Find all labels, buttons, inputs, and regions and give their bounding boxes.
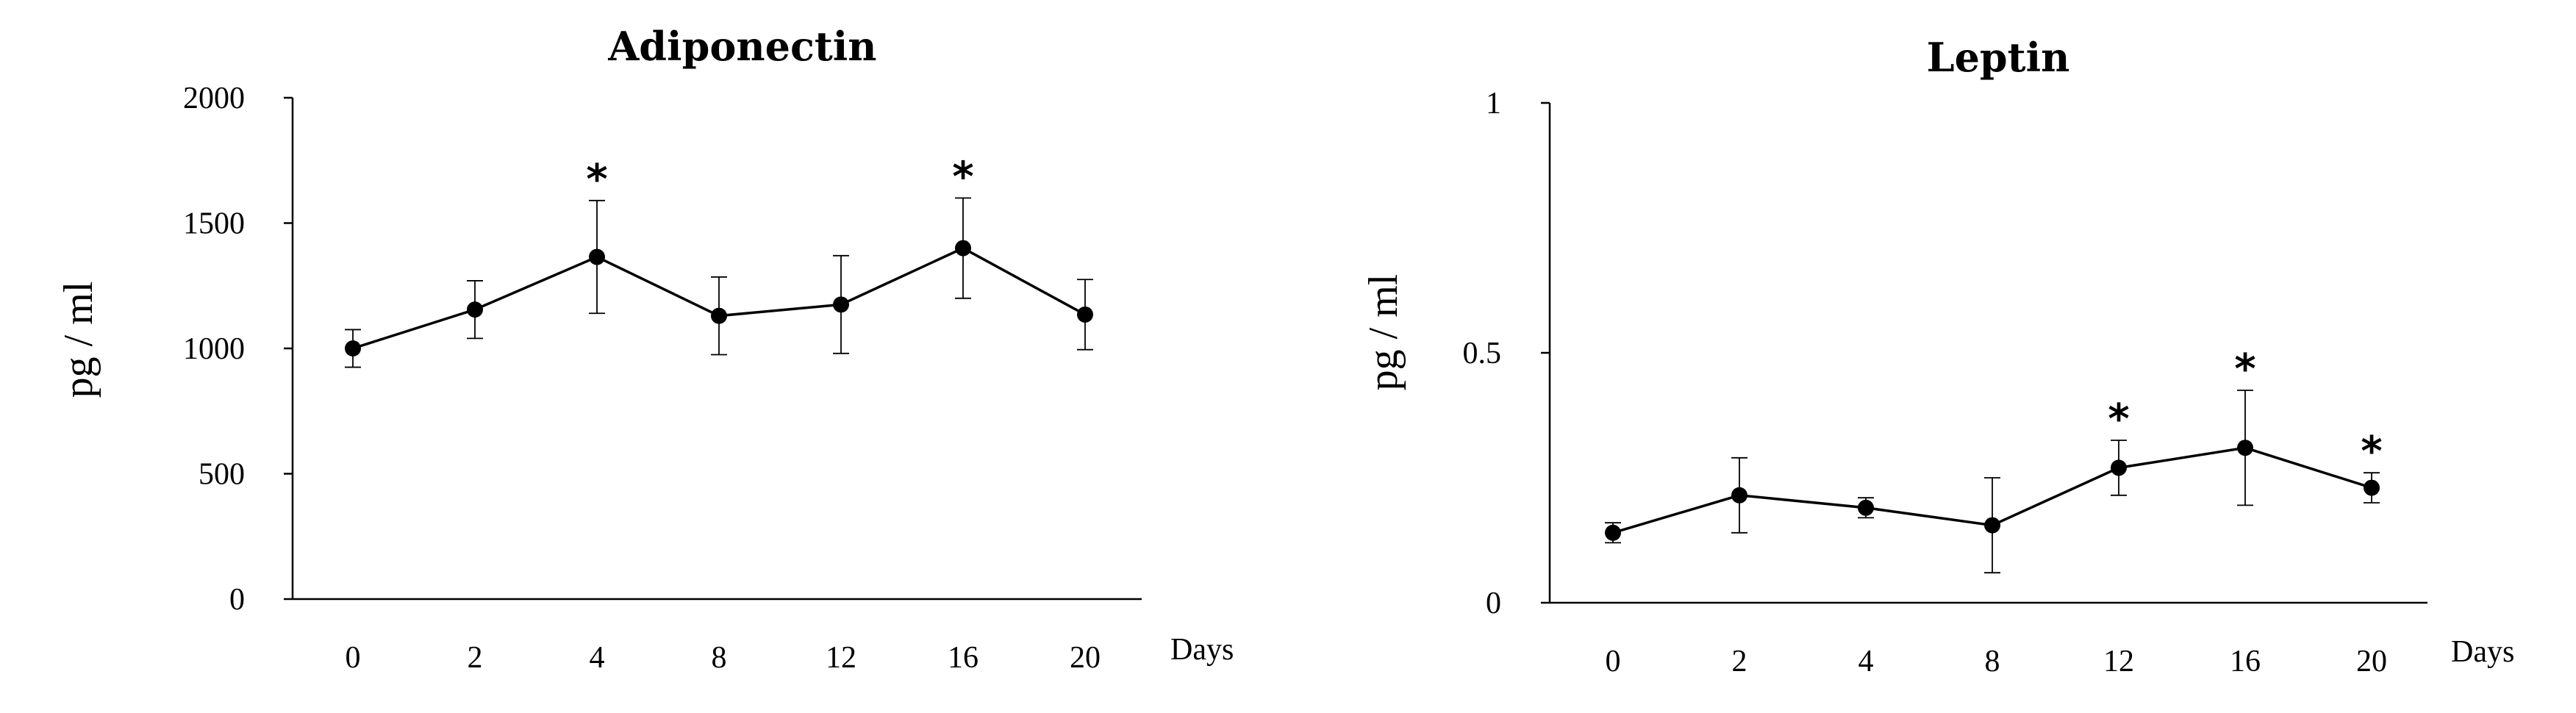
data-point (833, 296, 849, 313)
y-axis-label: pg / ml (56, 282, 101, 398)
x-tick-label: 12 (826, 641, 856, 675)
x-tick-label: 0 (1606, 645, 1621, 678)
significance-marker: * (586, 156, 607, 204)
x-tick-label: 8 (1985, 645, 2000, 678)
data-point (1984, 517, 2000, 534)
x-axis-unit-label: Days (1170, 633, 1234, 667)
y-axis-label: pg / ml (1361, 274, 1406, 391)
y-tick-label: 1500 (183, 207, 245, 241)
y-tick-label: 1000 (183, 332, 245, 366)
data-point (1605, 524, 1621, 541)
x-tick-label: 20 (2356, 645, 2387, 678)
data-point (2364, 479, 2380, 496)
data-point (467, 301, 483, 318)
data-point (589, 248, 605, 265)
x-tick-label: 2 (1732, 645, 1747, 678)
y-tick-label: 2000 (183, 82, 245, 115)
data-point (1858, 499, 1874, 516)
significance-marker: * (2234, 345, 2255, 393)
y-tick-label: 1 (1486, 87, 1501, 121)
significance-marker: * (2361, 428, 2382, 476)
significance-marker: * (2108, 395, 2129, 443)
y-tick-label: 0.5 (1463, 337, 1502, 370)
data-point (1731, 487, 1747, 504)
data-point (2111, 459, 2127, 476)
x-axis-unit-label: Days (2451, 635, 2514, 669)
data-point (2237, 440, 2253, 456)
x-tick-label: 4 (1858, 645, 1874, 678)
data-point (1077, 306, 1093, 323)
leptin-chart: Leptin pg / ml Days 0 0.5 1 0 2 4 8 12 16 20 * * * (1361, 34, 2514, 678)
data-point (711, 307, 727, 324)
data-point (345, 340, 361, 356)
x-tick-label: 12 (2103, 645, 2134, 678)
adiponectin-chart: Adiponectin pg / ml Days 050010001500200… (56, 23, 1234, 675)
x-tick-label: 0 (346, 641, 361, 675)
significance-marker: * (952, 153, 973, 201)
data-point (955, 240, 971, 257)
y-tick-label: 0 (1486, 587, 1501, 620)
x-tick-label: 4 (590, 641, 605, 675)
y-tick-label: 500 (198, 458, 245, 492)
y-tick-label: 0 (229, 583, 245, 617)
x-tick-label: 16 (2230, 645, 2261, 678)
x-tick-label: 20 (1070, 641, 1101, 675)
x-tick-label: 8 (712, 641, 727, 675)
x-tick-label: 16 (948, 641, 978, 675)
chart-title: Adiponectin (607, 23, 876, 70)
chart-title: Leptin (1927, 34, 2070, 81)
x-tick-label: 2 (468, 641, 483, 675)
